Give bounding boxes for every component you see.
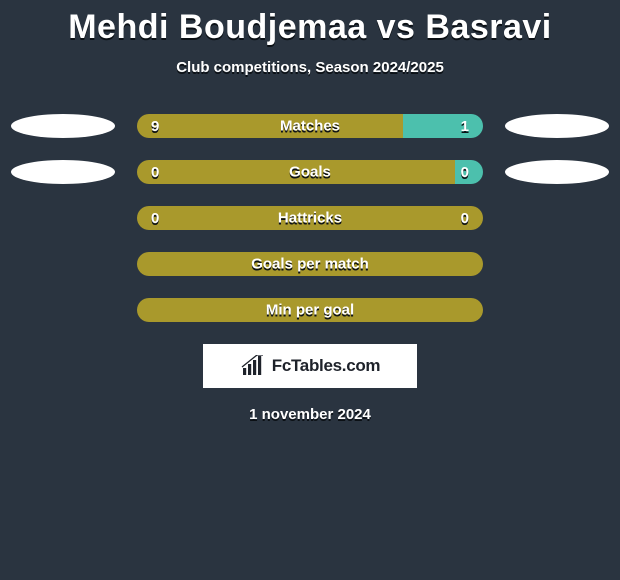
stat-row: 9 1 Matches xyxy=(0,114,620,138)
team-badge-left xyxy=(11,160,115,184)
stat-bar: 0 0 Hattricks xyxy=(137,206,483,230)
stat-bar-single: Goals per match xyxy=(137,252,483,276)
stat-value-left: 0 xyxy=(137,210,159,227)
stat-label: Hattricks xyxy=(278,210,342,227)
stat-label: Goals per match xyxy=(251,256,369,273)
team-badge-right xyxy=(505,114,609,138)
team-badge-right xyxy=(505,160,609,184)
subtitle: Club competitions, Season 2024/2025 xyxy=(0,59,620,76)
stat-label: Goals xyxy=(289,164,331,181)
stat-row: 0 0 Goals xyxy=(0,160,620,184)
stat-value-right: 1 xyxy=(461,118,483,135)
logo-text: FcTables.com xyxy=(272,356,381,376)
stat-value-left: 0 xyxy=(137,164,159,181)
stat-bar: 9 1 Matches xyxy=(137,114,483,138)
ellipse-icon xyxy=(505,160,609,184)
stats-rows: 9 1 Matches 0 0 Goals 0 0 Hattricks Goals per mat… xyxy=(0,114,620,322)
date-label: 1 november 2024 xyxy=(0,406,620,423)
stat-row: Min per goal xyxy=(0,298,620,322)
chart-icon xyxy=(240,355,266,377)
stat-bar-single: Min per goal xyxy=(137,298,483,322)
stat-bar: 0 0 Goals xyxy=(137,160,483,184)
page-title: Mehdi Boudjemaa vs Basravi xyxy=(0,8,620,47)
stat-row: 0 0 Hattricks xyxy=(0,206,620,230)
comparison-container: Mehdi Boudjemaa vs Basravi Club competit… xyxy=(0,0,620,423)
stat-value-right: 0 xyxy=(461,210,483,227)
team-badge-left xyxy=(11,114,115,138)
logo-box[interactable]: FcTables.com xyxy=(203,344,417,388)
stat-label: Min per goal xyxy=(266,302,354,319)
bar-right-segment: 0 xyxy=(455,160,483,184)
bar-left-segment: 9 xyxy=(137,114,403,138)
stat-label: Matches xyxy=(280,118,340,135)
stat-value-right: 0 xyxy=(461,164,483,181)
bar-right-segment: 1 xyxy=(403,114,483,138)
ellipse-icon xyxy=(505,114,609,138)
ellipse-icon xyxy=(11,114,115,138)
ellipse-icon xyxy=(11,160,115,184)
stat-value-left: 9 xyxy=(137,118,159,135)
stat-row: Goals per match xyxy=(0,252,620,276)
